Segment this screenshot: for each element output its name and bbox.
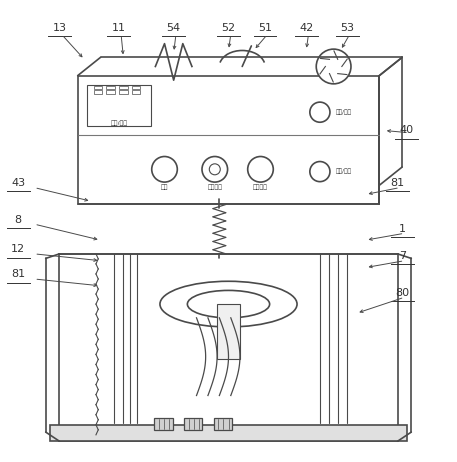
Bar [119,90,128,94]
Bar [154,419,173,430]
Text: 81: 81 [391,178,404,188]
Text: 43: 43 [11,178,25,188]
Text: 工作/停止: 工作/停止 [336,109,352,115]
Bar [87,85,151,126]
Circle shape [310,162,330,182]
Text: 11: 11 [112,23,126,33]
Bar [106,90,115,94]
Text: 流量开关: 流量开关 [253,184,268,190]
Circle shape [248,157,273,182]
Text: 51: 51 [258,23,272,33]
Text: 排风: 排风 [161,184,168,190]
Circle shape [310,102,330,122]
Text: 12: 12 [11,244,25,254]
Text: 计时/停止: 计时/停止 [110,121,128,127]
Circle shape [316,49,351,84]
Bar [119,85,128,89]
Text: 1: 1 [399,224,406,234]
Text: 正转/反转: 正转/反转 [336,169,352,174]
Bar [217,304,240,359]
Text: 40: 40 [400,126,414,135]
Bar [214,419,232,430]
Text: 42: 42 [299,23,314,33]
Text: 81: 81 [11,269,25,280]
Text: 80: 80 [395,288,409,298]
Text: 流量调节: 流量调节 [207,184,222,190]
Ellipse shape [187,291,270,318]
Bar [106,85,115,89]
Text: 8: 8 [15,214,22,225]
Bar [50,425,407,441]
Bar [132,85,140,89]
Ellipse shape [160,281,297,327]
Bar [59,254,398,441]
Text: 52: 52 [222,23,235,33]
Bar [94,90,102,94]
Text: 54: 54 [167,23,181,33]
Circle shape [152,157,177,182]
Bar [184,419,202,430]
Circle shape [202,157,228,182]
Bar [132,90,140,94]
Text: 7: 7 [399,251,406,261]
Bar [94,85,102,89]
Text: 13: 13 [53,23,66,33]
Bar [78,76,379,204]
Circle shape [209,164,220,175]
Text: 53: 53 [340,23,354,33]
